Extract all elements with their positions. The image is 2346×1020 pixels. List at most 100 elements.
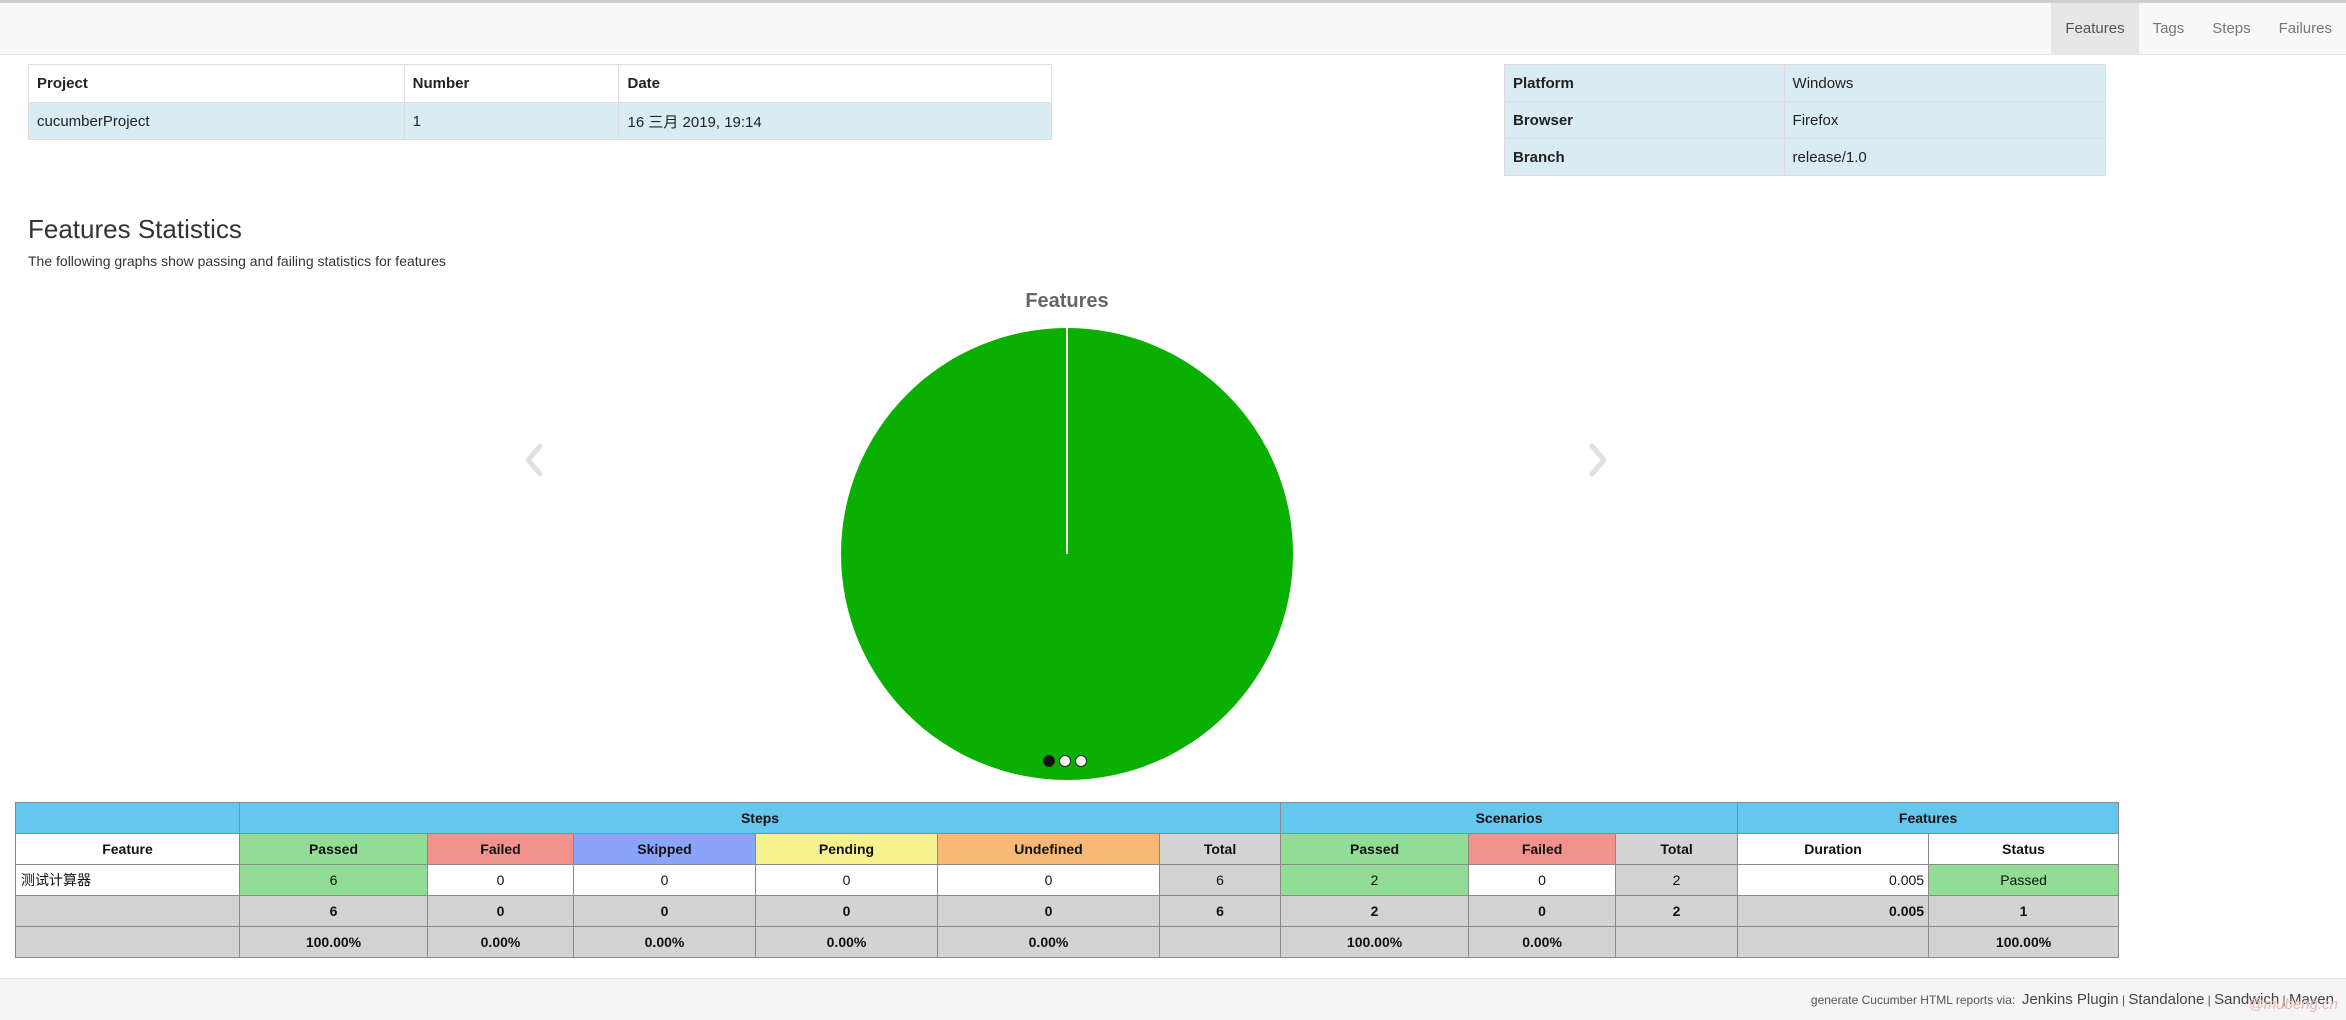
column-header-steps-undefined[interactable]: Undefined	[937, 833, 1160, 865]
steps-total-cell: 6	[1158, 864, 1282, 896]
carousel-indicator-1[interactable]	[1043, 755, 1055, 767]
footer-prefix: generate Cucumber HTML reports via:	[1810, 993, 2016, 1007]
footer-link-standalone[interactable]: Standalone	[2128, 991, 2205, 1008]
column-header-scenarios-failed[interactable]: Failed	[1468, 833, 1617, 865]
column-header-scenarios-passed[interactable]: Passed	[1280, 833, 1470, 865]
build-date-value: 16 三月 2019, 19:14	[618, 102, 1052, 140]
scenarios-passed-cell: 2	[1280, 864, 1470, 896]
carousel-indicator-2[interactable]	[1059, 755, 1071, 767]
totals-scenarios-failed: 0	[1468, 895, 1617, 927]
env-key-platform: Platform	[1504, 64, 1785, 102]
build-project-value: cucumberProject	[28, 102, 405, 140]
steps-undefined-cell: 0	[937, 864, 1160, 896]
env-key-branch: Branch	[1504, 138, 1785, 176]
totals-steps-total: 6	[1158, 895, 1282, 927]
totals-scenarios-total: 2	[1615, 895, 1739, 927]
footer-text: generate Cucumber HTML reports via: Jenk…	[1811, 991, 2334, 1008]
chevron-left-icon	[525, 443, 543, 477]
group-header-steps: Steps	[238, 802, 1282, 834]
nav-menu: Features Tags Steps Failures	[2051, 3, 2346, 55]
build-header-project: Project	[28, 64, 405, 103]
pct-steps-total	[1158, 926, 1282, 958]
build-header-date: Date	[618, 64, 1052, 103]
steps-pending-cell: 0	[755, 864, 938, 896]
column-header-steps-skipped[interactable]: Skipped	[573, 833, 756, 865]
percentages-row: 100.00% 0.00% 0.00% 0.00% 0.00% 100.00% …	[15, 926, 2120, 958]
column-header-status[interactable]: Status	[1928, 833, 2120, 865]
nav-item-steps[interactable]: Steps	[2212, 20, 2251, 37]
table-row: 测试计算器 6 0 0 0 0 6 2 0 2 0.005 Passed	[15, 864, 2120, 896]
group-header-scenarios: Scenarios	[1280, 802, 1739, 834]
pct-scenarios-total	[1615, 926, 1739, 958]
duration-cell: 0.005	[1737, 864, 1930, 896]
env-value-browser: Firefox	[1783, 101, 2107, 139]
group-header-blank	[15, 802, 240, 834]
column-header-duration[interactable]: Duration	[1737, 833, 1930, 865]
column-header-steps-failed[interactable]: Failed	[427, 833, 574, 865]
pct-scenarios-passed: 100.00%	[1280, 926, 1470, 958]
watermark: @mubeng.cn	[2248, 996, 2338, 1013]
build-header-number: Number	[403, 64, 620, 103]
nav-item-features[interactable]: Features	[2051, 3, 2139, 55]
status-cell: Passed	[1928, 864, 2120, 896]
totals-steps-failed: 0	[427, 895, 574, 927]
env-key-browser: Browser	[1504, 101, 1785, 139]
feature-link[interactable]: 测试计算器	[15, 864, 240, 896]
footer-separator: |	[2279, 993, 2289, 1007]
env-value-branch: release/1.0	[1783, 138, 2107, 176]
scenarios-failed-cell: 0	[1468, 864, 1617, 896]
pct-duration	[1737, 926, 1930, 958]
build-number-value: 1	[403, 102, 620, 140]
chart-title: Features	[1025, 290, 1109, 312]
pct-label-cell	[15, 926, 240, 958]
footer-link-maven[interactable]: Maven	[2288, 991, 2334, 1008]
totals-status: 1	[1928, 895, 2120, 927]
group-header-features: Features	[1737, 802, 2120, 834]
column-header-steps-passed[interactable]: Passed	[239, 833, 428, 865]
column-header-feature[interactable]: Feature	[15, 833, 240, 865]
totals-label-cell	[15, 895, 240, 927]
steps-passed-cell: 6	[239, 864, 428, 896]
column-header-steps-total[interactable]: Total	[1158, 833, 1282, 865]
carousel-indicators	[1043, 755, 1087, 767]
totals-scenarios-passed: 2	[1280, 895, 1470, 927]
footer-link-jenkins[interactable]: Jenkins Plugin	[2021, 991, 2119, 1008]
totals-steps-pending: 0	[755, 895, 938, 927]
pct-steps-pending: 0.00%	[755, 926, 938, 958]
column-header-scenarios-total[interactable]: Total	[1615, 833, 1739, 865]
totals-duration: 0.005	[1737, 895, 1930, 927]
nav-item-failures[interactable]: Failures	[2278, 20, 2332, 37]
section-title: Features Statistics	[28, 214, 242, 244]
nav-item-tags[interactable]: Tags	[2152, 20, 2185, 37]
env-value-platform: Windows	[1783, 64, 2107, 102]
build-info-table: Project Number Date cucumberProject 1 16…	[28, 64, 1052, 140]
features-statistics-table: Steps Scenarios Features Feature Passed …	[15, 802, 2120, 958]
top-border	[0, 0, 2346, 3]
steps-skipped-cell: 0	[573, 864, 756, 896]
totals-row: 6 0 0 0 0 6 2 0 2 0.005 1	[15, 895, 2120, 927]
pct-scenarios-failed: 0.00%	[1468, 926, 1617, 958]
totals-steps-skipped: 0	[573, 895, 756, 927]
chevron-right-icon	[1589, 443, 1607, 477]
scenarios-total-cell: 2	[1615, 864, 1739, 896]
pct-steps-failed: 0.00%	[427, 926, 574, 958]
footer-separator: |	[2118, 993, 2129, 1007]
totals-steps-passed: 6	[239, 895, 428, 927]
column-header-steps-pending[interactable]: Pending	[755, 833, 938, 865]
section-description: The following graphs show passing and fa…	[28, 253, 446, 269]
pct-steps-passed: 100.00%	[239, 926, 428, 958]
footer: generate Cucumber HTML reports via: Jenk…	[0, 978, 2346, 1020]
steps-failed-cell: 0	[427, 864, 574, 896]
footer-separator: |	[2204, 993, 2215, 1007]
footer-link-sandwich[interactable]: Sandwich	[2214, 991, 2280, 1008]
navbar: Features Tags Steps Failures	[0, 3, 2346, 55]
carousel-prev-button[interactable]	[520, 440, 550, 484]
features-pie-chart	[841, 328, 1293, 780]
carousel-indicator-3[interactable]	[1075, 755, 1087, 767]
totals-steps-undefined: 0	[937, 895, 1160, 927]
pct-steps-undefined: 0.00%	[937, 926, 1160, 958]
pct-status: 100.00%	[1928, 926, 2120, 958]
environment-info-table: Platform Windows Browser Firefox Branch …	[1504, 64, 2107, 176]
carousel-next-button[interactable]	[1582, 440, 1612, 484]
pct-steps-skipped: 0.00%	[573, 926, 756, 958]
